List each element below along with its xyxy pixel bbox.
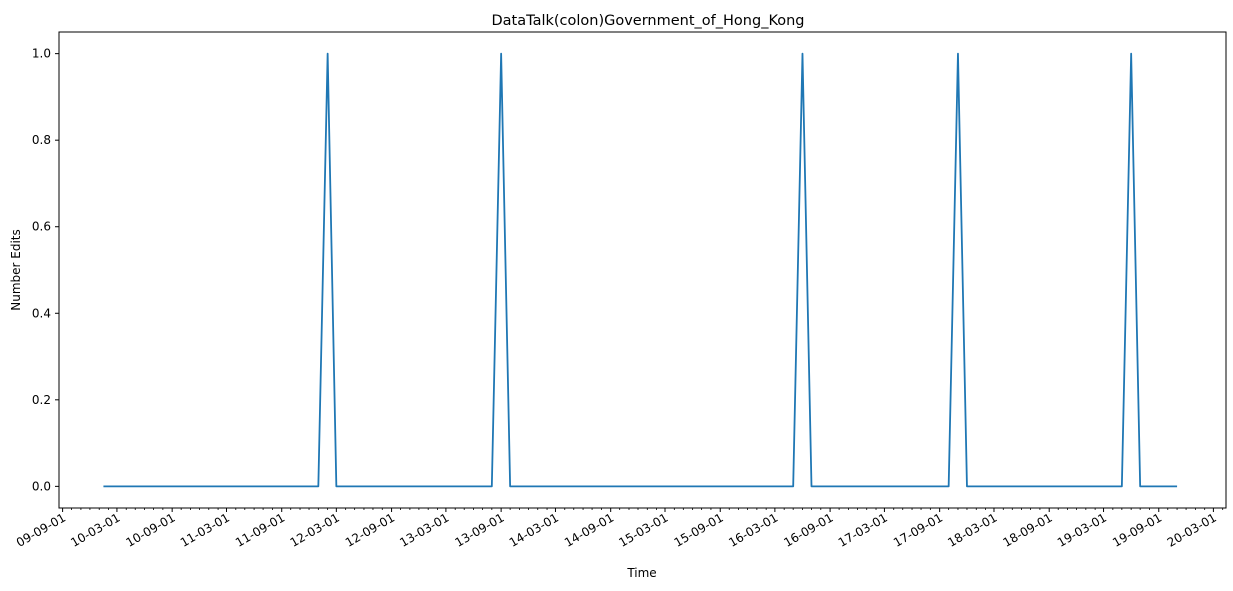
x-tick-label: 13-09-01	[452, 510, 506, 549]
y-tick-label: 1.0	[32, 47, 51, 61]
x-tick-label: 20-03-01	[1165, 510, 1219, 549]
x-tick-label: 17-03-01	[836, 510, 890, 549]
chart-title: DataTalk(colon)Government_of_Hong_Kong	[491, 13, 804, 29]
x-tick-label: 17-09-01	[891, 510, 945, 549]
x-tick-label: 15-09-01	[672, 510, 726, 549]
x-axis-label: Time	[626, 566, 656, 580]
plot-frame	[58, 31, 1227, 509]
x-tick-label: 18-03-01	[945, 510, 999, 549]
x-tick-label: 11-03-01	[178, 510, 232, 549]
x-tick-label: 18-09-01	[1001, 510, 1055, 549]
x-tick-label: 11-09-01	[233, 510, 287, 549]
x-tick-label: 19-09-01	[1110, 510, 1164, 549]
y-tick-label: 0.6	[32, 220, 51, 234]
x-tick-label: 19-03-01	[1055, 510, 1109, 549]
x-tick-label: 09-09-01	[14, 510, 68, 549]
plot-area	[58, 31, 1227, 509]
x-tick-label: 13-03-01	[397, 510, 451, 549]
y-tick-label: 0.2	[32, 393, 51, 407]
y-tick-label: 0.0	[32, 479, 51, 493]
series-layer	[103, 52, 1178, 488]
y-tick-label: 0.8	[32, 133, 51, 147]
x-tick-label: 14-03-01	[507, 510, 561, 549]
y-axis: 0.0 0.2 0.4 0.6 0.8 1.0	[32, 47, 59, 493]
series-line-0	[103, 52, 1178, 488]
x-tick-label: 12-09-01	[343, 510, 397, 549]
x-tick-label: 10-03-01	[68, 510, 122, 549]
x-axis: 09-09-01 10-03-01 10-09-01 11-03-01 11-09-01…	[14, 508, 1224, 550]
x-tick-label: 12-03-01	[288, 510, 342, 549]
x-tick-label: 16-09-01	[781, 510, 835, 549]
x-tick-label: 16-03-01	[726, 510, 780, 549]
x-tick-label: 14-09-01	[562, 510, 616, 549]
x-tick-label: 15-03-01	[616, 510, 670, 549]
x-tick-label: 10-09-01	[123, 510, 177, 549]
y-axis-label: Number Edits	[9, 229, 23, 311]
y-tick-label: 0.4	[32, 306, 51, 320]
